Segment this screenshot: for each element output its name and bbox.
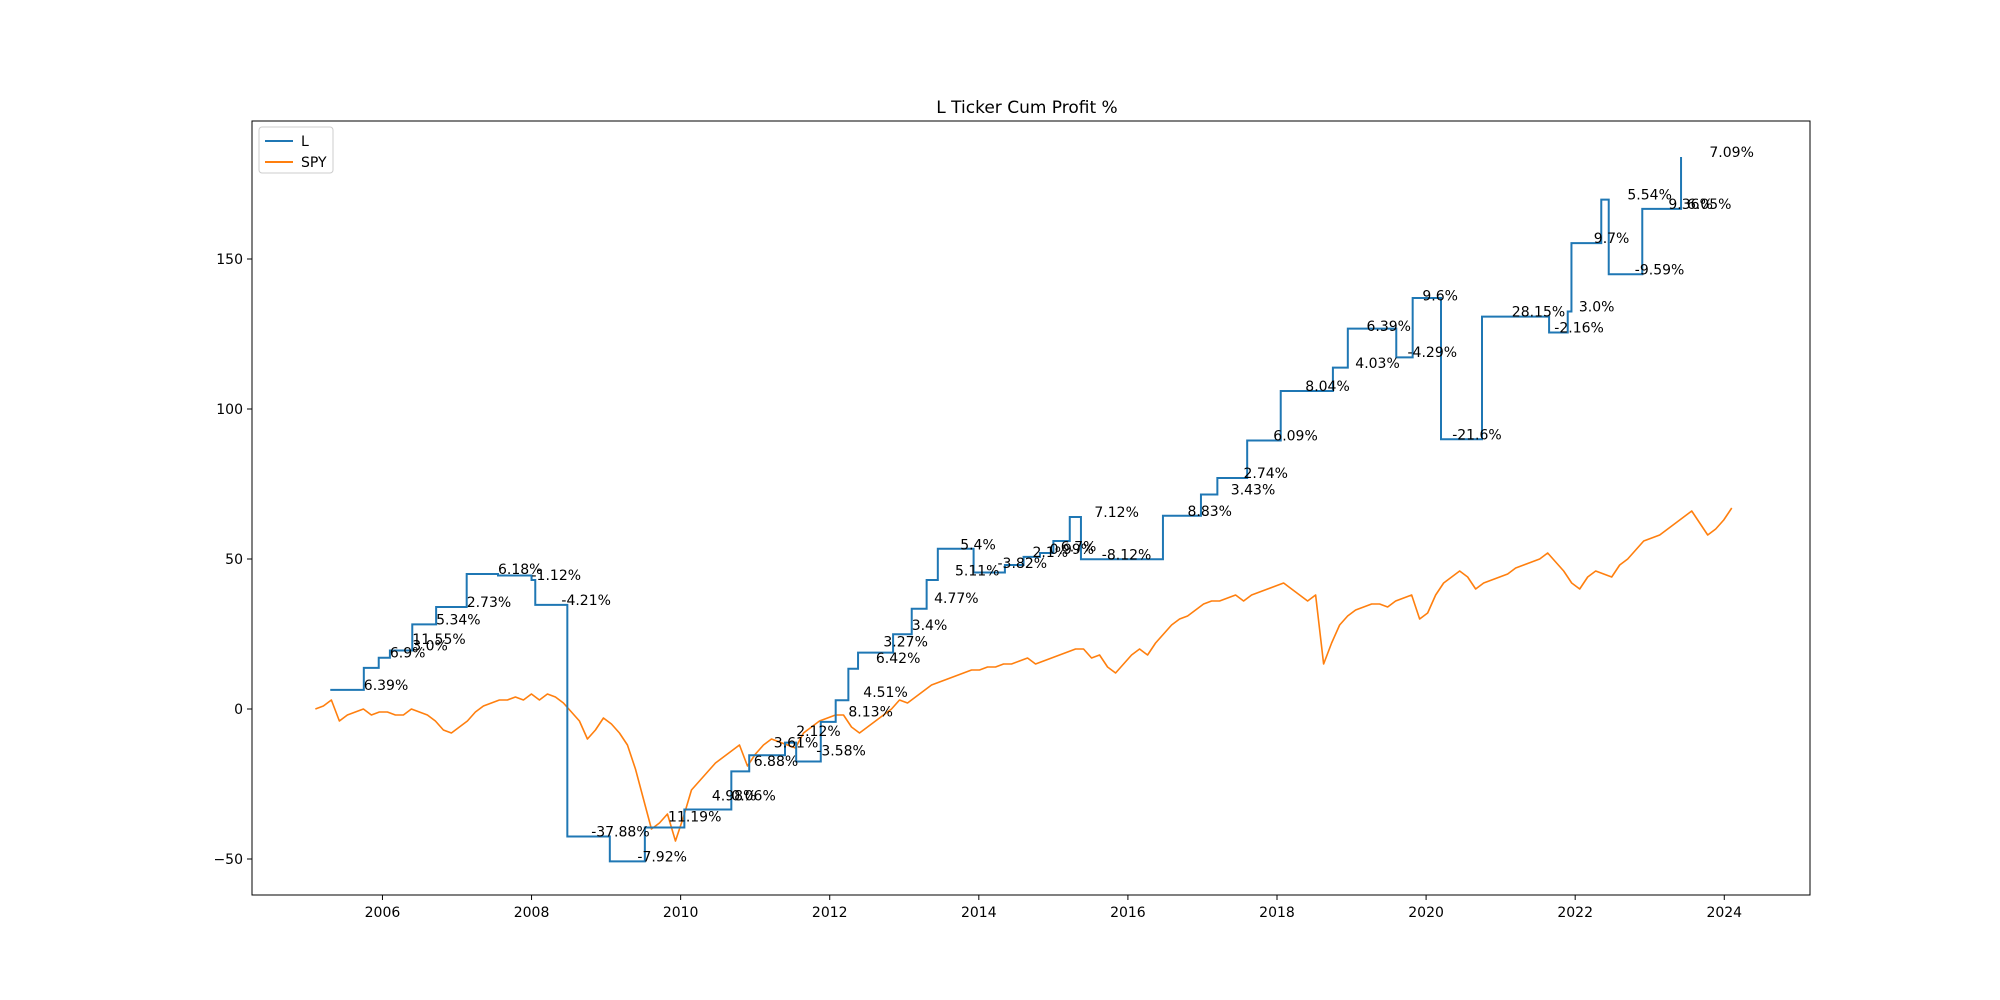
x-tick-label: 2008 [514,905,550,921]
y-tick-label: 150 [216,252,243,268]
x-tick-label: 2020 [1408,905,1444,921]
data-label: -3.58% [816,744,866,760]
plot-frame [251,120,1811,896]
data-label: 6.18% [498,562,542,578]
data-label: 5.54% [1627,188,1671,204]
data-label: 0.06% [731,789,775,805]
x-tick-label: 2024 [1706,905,1742,921]
data-label: 6.39% [364,678,408,694]
data-label: -9.59% [1635,262,1685,278]
data-label: 6.39% [1367,319,1411,335]
data-label: 2.1% [1033,545,1069,561]
data-label: 5.4% [960,537,996,553]
data-label: 6.88% [754,754,798,770]
data-label: 11.19% [668,810,721,826]
data-label: -21.6% [1452,427,1502,443]
data-label: 4.98% [712,789,756,805]
data-label: 3.4% [912,618,948,634]
data-label: -7.92% [637,849,687,865]
data-label: 3.61% [774,735,818,751]
data-label: 5.34% [436,612,480,628]
legend: L SPY [258,126,334,174]
x-tick-label: 2018 [1259,905,1295,921]
data-label: 28.15% [1512,305,1565,321]
data-label: 9.6% [1422,288,1458,304]
data-label: -1.12% [532,568,582,584]
data-label: 3.43% [1231,483,1275,499]
data-label: 3.0% [412,639,448,655]
x-tick-label: 2012 [812,905,848,921]
y-tick-label: 0 [234,702,243,718]
legend-label-l: L [301,134,309,150]
data-label: 7.09% [1709,145,1753,161]
x-tick-label: 2022 [1557,905,1593,921]
x-tick-label: 2014 [961,905,997,921]
data-label: 2.74% [1244,466,1288,482]
chart-title: L Ticker Cum Profit % [936,98,1117,118]
data-label: 0.99% [1050,542,1094,558]
data-label: 9.36% [1668,197,1712,213]
data-label: 6.9% [390,646,426,662]
data-label: -4.29% [1408,345,1458,361]
data-label: 11.55% [412,632,465,648]
series-line-spy [315,507,1733,842]
data-label: 6.42% [876,651,920,667]
y-tick-label: 100 [216,402,243,418]
data-label: 2.73% [467,595,511,611]
data-label: 4.03% [1355,356,1399,372]
y-tick-label: 50 [225,552,243,568]
data-label: -4.21% [561,593,611,609]
data-label: 7.12% [1094,505,1138,521]
data-label: 3.0% [1579,300,1615,316]
x-tick-label: 2006 [365,905,401,921]
data-label: 6.09% [1273,429,1317,445]
data-label: 9.7% [1594,231,1630,247]
data-label: 2.12% [796,724,840,740]
data-label: 3.27% [883,635,927,651]
data-label: 4.51% [863,685,907,701]
data-label: 8.04% [1305,379,1349,395]
x-tick-label: 2016 [1110,905,1146,921]
data-label: -37.88% [591,825,649,841]
data-label: -8.12% [1102,547,1152,563]
plot-content [315,157,1733,863]
y-tick-label: −50 [213,852,243,868]
series-line-l [330,157,1683,863]
legend-label-spy: SPY [301,155,327,171]
axes: 2006 2008 2010 2012 2014 2016 2018 2020 2022 2024… [213,120,1811,921]
data-label: -3.82% [998,556,1048,572]
data-label: 6.7% [1061,540,1097,556]
data-label: 5.11% [955,564,999,580]
data-label: 6.05% [1687,197,1731,213]
data-label: -2.16% [1554,321,1604,337]
x-tick-label: 2010 [663,905,699,921]
data-label: 4.77% [934,591,978,607]
annotations: 6.39%6.9%3.0%11.55%5.34%2.73%6.18%-1.12%… [364,145,1754,865]
data-label: 8.83% [1188,504,1232,520]
data-label: 8.13% [848,705,892,721]
